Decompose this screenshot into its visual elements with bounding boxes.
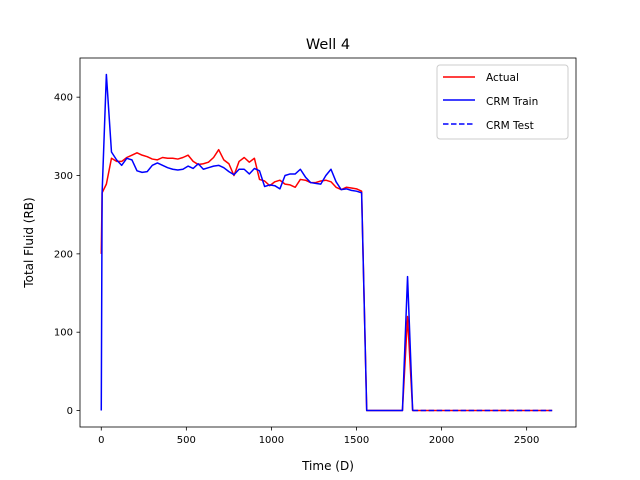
- legend: Actual CRM Train CRM Test: [436, 64, 569, 140]
- chart-title: Well 4: [306, 37, 350, 53]
- legend-label-crm-test: CRM Test: [486, 120, 534, 132]
- y-axis-label: Total Fluid (RB): [22, 197, 36, 288]
- x-tick-label: 500: [177, 435, 196, 446]
- series-layer: [100, 73, 553, 412]
- legend-label-actual: Actual: [486, 72, 519, 84]
- x-tick-label: 0: [98, 435, 104, 446]
- legend-box: [436, 64, 569, 140]
- y-tick-label: 400: [54, 93, 73, 104]
- y-tick-label: 100: [54, 328, 73, 339]
- series-line-crm-train: [100, 73, 414, 412]
- x-tick-label: 1500: [344, 435, 369, 446]
- y-tick-label: 200: [54, 249, 73, 260]
- x-axis-label: Time (D): [301, 459, 354, 473]
- y-ticks: 0 100 200 300 400: [54, 93, 80, 417]
- y-tick-label: 300: [54, 171, 73, 182]
- x-tick-label: 1000: [259, 435, 284, 446]
- x-ticks: 0 500 1000 1500 2000 2500: [98, 427, 539, 446]
- y-tick-label: 0: [67, 406, 73, 417]
- legend-label-crm-train: CRM Train: [486, 96, 538, 108]
- x-tick-label: 2500: [514, 435, 539, 446]
- plot-frame: [79, 57, 577, 428]
- x-tick-label: 2000: [429, 435, 454, 446]
